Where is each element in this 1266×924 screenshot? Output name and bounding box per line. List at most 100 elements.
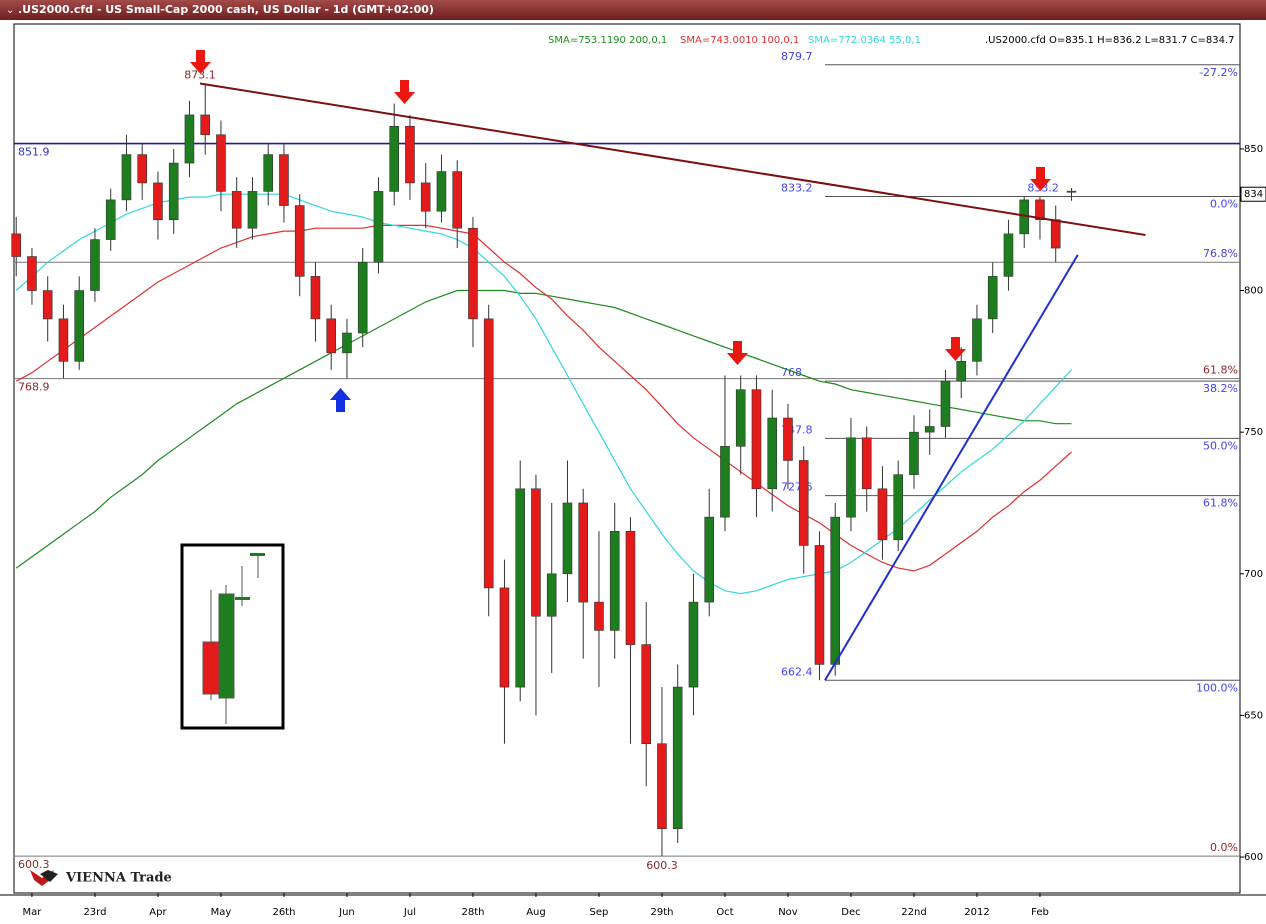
candle-body xyxy=(373,191,384,263)
candle-body xyxy=(452,171,463,229)
down-arrow xyxy=(727,341,748,365)
x-tick-label: Jun xyxy=(338,907,355,918)
icon-body xyxy=(202,641,220,695)
candle-body xyxy=(436,171,447,212)
candle-body xyxy=(1003,233,1014,277)
sma-line xyxy=(15,224,1072,572)
x-tick-label: 28th xyxy=(461,907,484,918)
plot: 851.9 76.8% 768.9 61.8% 600.3 0.0% 879.7 -27.2%… xyxy=(11,50,1240,872)
fib-label: 38.2% xyxy=(1203,382,1238,395)
candle-body xyxy=(672,686,683,830)
candle-body xyxy=(137,154,148,184)
fib-label: 100.0% xyxy=(1196,681,1238,694)
down-arrow xyxy=(394,80,415,104)
title-bar xyxy=(0,0,1266,20)
candle-body xyxy=(294,205,305,277)
legend-entry: SMA=772.0364 55,0,1 xyxy=(808,35,921,46)
last-price: 834 xyxy=(1244,189,1263,200)
candle-body xyxy=(846,437,856,518)
icon-body xyxy=(235,597,250,600)
candle-body xyxy=(704,516,715,603)
fib-value: 879.7 xyxy=(781,50,813,63)
candle-body xyxy=(420,182,431,212)
candle-body xyxy=(830,516,841,665)
fib-value: 833.2 xyxy=(781,181,813,194)
x-tick-label: Mar xyxy=(23,907,43,918)
candle-body xyxy=(798,460,809,546)
candle-body xyxy=(42,290,53,320)
candle-body xyxy=(594,601,604,631)
candle-body xyxy=(263,154,274,192)
y-tick-label: 650 xyxy=(1244,710,1263,721)
candle-body xyxy=(657,743,667,830)
legend-entry: SMA=743.0010 100,0,1 xyxy=(680,35,799,46)
candle-body xyxy=(531,488,541,617)
arrows xyxy=(190,50,1051,412)
x-tick-label: 26th xyxy=(272,907,295,918)
x-tick-label: May xyxy=(211,907,232,918)
candle-body xyxy=(972,318,982,362)
logo-mark xyxy=(40,870,58,882)
candle-body xyxy=(609,530,620,631)
candle-icon xyxy=(180,543,285,730)
level-value: 851.9 xyxy=(18,146,50,159)
candle-body xyxy=(216,134,226,192)
level-label: 76.8% xyxy=(1203,247,1238,260)
candle-body xyxy=(326,318,337,354)
level-label: 61.8% xyxy=(1203,364,1238,377)
last-price-box xyxy=(1240,186,1266,202)
candle-body xyxy=(877,488,888,541)
candle-body xyxy=(105,199,116,240)
x-tick-label: 29th xyxy=(650,907,673,918)
candle-body xyxy=(184,114,195,164)
annotation: 600.3 xyxy=(646,859,678,872)
candle-body xyxy=(720,446,730,518)
up-arrow xyxy=(330,388,351,412)
candle-body xyxy=(11,233,22,257)
candle-body xyxy=(562,502,573,575)
candle-body xyxy=(27,256,37,291)
candle-body xyxy=(861,437,872,490)
candle-body xyxy=(58,318,69,362)
candle-body xyxy=(578,502,589,603)
candle-body xyxy=(200,114,211,136)
candle-body xyxy=(1035,199,1045,221)
x-tick-label: 2012 xyxy=(964,907,989,918)
y-tick-label: 700 xyxy=(1244,569,1263,580)
candle-body xyxy=(893,474,904,541)
candle-body xyxy=(153,182,163,221)
candle-body xyxy=(90,239,100,291)
annotation: 873.1 xyxy=(184,68,216,81)
ohlc-label: .US2000.cfd O=835.1 H=836.2 L=831.7 C=83… xyxy=(985,35,1235,46)
candle-body xyxy=(247,191,258,229)
candle-body xyxy=(405,125,415,184)
fib-label: -27.2% xyxy=(1199,66,1238,79)
legend-entry: SMA=753.1190 200,0,1 xyxy=(548,35,667,46)
level-value: 768.9 xyxy=(18,381,50,394)
level-label: 0.0% xyxy=(1210,841,1238,854)
x-tick-label: Dec xyxy=(841,907,860,918)
candle-body xyxy=(924,426,935,433)
candle-body xyxy=(814,545,825,665)
down-arrow xyxy=(1030,167,1051,191)
trendline xyxy=(199,82,1146,237)
candle-body xyxy=(625,530,636,645)
candle-body xyxy=(641,644,652,745)
menu-icon[interactable]: ⌄ xyxy=(6,5,14,16)
candle-body xyxy=(468,227,478,320)
candle-body xyxy=(751,389,762,490)
window-title: .US2000.cfd - US Small-Cap 2000 cash, US… xyxy=(18,3,434,16)
candle-body xyxy=(546,573,557,617)
down-arrow xyxy=(190,50,211,74)
candle-body xyxy=(483,318,494,589)
candle-body xyxy=(783,417,793,461)
x-tick-label: Oct xyxy=(716,907,733,918)
y-tick-label: 600 xyxy=(1244,852,1263,863)
logo: VIENNA Trade xyxy=(30,870,172,886)
plot-frame xyxy=(13,23,1241,894)
candle-body xyxy=(940,380,951,427)
x-tick-label: Jul xyxy=(403,907,416,918)
y-tick-label: 750 xyxy=(1244,427,1263,438)
x-tick-label: 22nd xyxy=(901,907,926,918)
